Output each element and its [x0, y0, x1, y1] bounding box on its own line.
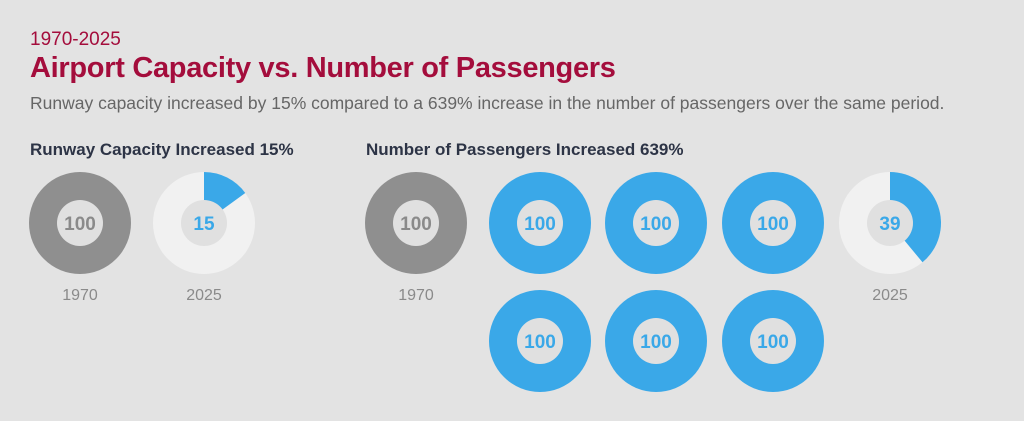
page-title: Airport Capacity vs. Number of Passenger…	[30, 52, 616, 84]
donut-value-label: 39	[879, 214, 900, 235]
donut-center	[393, 200, 439, 246]
donut-center	[750, 318, 796, 364]
donut-center	[57, 200, 103, 246]
year-label: 1970	[398, 287, 434, 304]
donut-value-label: 100	[757, 332, 789, 353]
subtitle: Runway capacity increased by 15% compare…	[30, 93, 945, 113]
year-label: 2025	[186, 287, 222, 304]
donut-value-label: 100	[640, 332, 672, 353]
donut-center	[633, 200, 679, 246]
donut-slice	[890, 172, 941, 263]
donut-value-label: 100	[757, 214, 789, 235]
donut-value-label: 100	[640, 214, 672, 235]
donut-center	[633, 318, 679, 364]
donut-center	[867, 200, 913, 246]
donut-value-label: 100	[524, 214, 556, 235]
year-label: 1970	[62, 287, 98, 304]
donut-value-label: 100	[524, 332, 556, 353]
donut-value-label: 100	[400, 214, 432, 235]
period-label: 1970-2025	[30, 29, 121, 50]
donut-center	[181, 200, 227, 246]
passengers-section-title: Number of Passengers Increased 639%	[366, 140, 684, 159]
donut-center	[517, 200, 563, 246]
donut-value-label: 15	[193, 214, 215, 235]
donut-center	[517, 318, 563, 364]
donut-value-label: 100	[64, 214, 96, 235]
runway-section-title: Runway Capacity Increased 15%	[30, 140, 294, 159]
donut-center	[750, 200, 796, 246]
year-label: 2025	[872, 287, 908, 304]
